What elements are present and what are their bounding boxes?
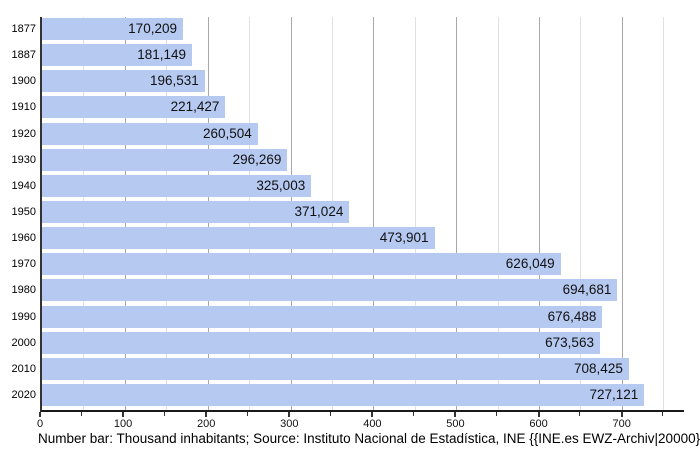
bar-value-label: 260,504 <box>202 125 252 141</box>
minor-tick-mark <box>329 412 331 416</box>
bar-row: 1920 260,504 <box>12 122 684 145</box>
bar-row: 2020 727,121 <box>12 383 684 406</box>
bar-row: 1877 170,209 <box>12 18 684 40</box>
bar-value-label: 626,049 <box>505 256 555 272</box>
bar-value-label: 727,121 <box>589 386 639 402</box>
bar: 296,269 <box>42 148 288 171</box>
major-tick-mark <box>537 412 540 417</box>
y-axis-label: 2000 <box>11 336 36 349</box>
major-gridline <box>621 17 623 410</box>
bar-row: 1960 473,901 <box>12 227 684 250</box>
y-axis-label: 1980 <box>11 284 36 297</box>
bar-value-label: 694,681 <box>562 282 612 298</box>
minor-gridline <box>580 17 582 410</box>
bar-value-label: 325,003 <box>256 177 306 193</box>
y-axis-label: 1910 <box>11 101 36 114</box>
minor-gridline <box>663 17 665 410</box>
bar-value-label: 371,024 <box>294 203 344 219</box>
bar: 196,531 <box>42 70 205 93</box>
minor-tick-mark <box>80 412 82 416</box>
major-gridline <box>456 17 458 410</box>
bar-value-label: 196,531 <box>149 73 199 89</box>
bar-row: 1950 371,024 <box>12 200 684 223</box>
minor-tick-mark <box>662 412 664 416</box>
y-axis-label: 1970 <box>11 258 36 271</box>
x-tick-label: 0 <box>36 418 44 430</box>
bar-row: 2010 708,425 <box>12 357 684 380</box>
bar-value-label: 708,425 <box>574 360 623 376</box>
y-axis-label: 1940 <box>11 179 36 192</box>
y-axis-label: 2020 <box>11 388 36 401</box>
major-tick-mark <box>620 412 623 417</box>
bar-row: 1940 325,003 <box>12 174 684 197</box>
plot-area: 1877 170,209 1887 181,149 1900 196,531 1910 221… <box>12 17 684 412</box>
bar-value-label: 181,149 <box>137 47 187 63</box>
x-tick-label: 300 <box>280 418 299 430</box>
major-tick-mark <box>122 412 125 417</box>
bar-row: 2000 673,563 <box>12 331 684 354</box>
bar: 181,149 <box>42 44 193 67</box>
bar: 260,504 <box>42 122 258 145</box>
y-axis-label: 2010 <box>11 362 36 375</box>
bar-value-label: 676,488 <box>547 308 597 324</box>
bar-row: 1887 181,149 <box>12 44 684 67</box>
minor-tick-mark <box>496 412 498 416</box>
minor-gridline <box>497 17 499 410</box>
bar: 170,209 <box>42 18 183 40</box>
chart-caption: Number bar: Thousand inhabitants; Source… <box>38 431 700 446</box>
major-gridline <box>373 17 375 410</box>
bar: 371,024 <box>42 200 350 223</box>
major-tick-mark <box>205 412 208 417</box>
y-axis-label: 1920 <box>11 127 36 140</box>
bar: 727,121 <box>42 383 645 406</box>
bar-row: 1930 296,269 <box>12 148 684 171</box>
x-axis: 0 100 200 300 400 500 600 700 <box>36 412 684 434</box>
bar: 325,003 <box>42 174 312 197</box>
bar-row: 1970 626,049 <box>12 253 684 276</box>
x-tick-label: 400 <box>363 418 382 430</box>
bar-value-label: 296,269 <box>232 151 282 167</box>
major-tick-mark <box>454 412 457 417</box>
bar-value-label: 221,427 <box>170 99 220 115</box>
bar: 626,049 <box>42 253 561 276</box>
minor-tick-mark <box>246 412 248 416</box>
x-tick-label: 200 <box>197 418 216 430</box>
bar: 694,681 <box>42 279 618 302</box>
major-tick-mark <box>288 412 291 417</box>
bar: 708,425 <box>42 357 629 380</box>
bar: 673,563 <box>42 331 600 354</box>
y-axis-label: 1877 <box>11 23 36 35</box>
x-tick-label: 100 <box>113 418 133 430</box>
bars-container: 1877 170,209 1887 181,149 1900 196,531 1910 221… <box>12 17 684 410</box>
bar-row: 1980 694,681 <box>12 279 684 302</box>
minor-tick-mark <box>579 412 581 416</box>
x-tick-label: 700 <box>612 418 631 430</box>
minor-tick-mark <box>412 412 414 416</box>
minor-tick-mark <box>163 412 165 416</box>
y-axis-label: 1887 <box>11 49 36 62</box>
bar-row: 1990 676,488 <box>12 305 684 328</box>
bar-value-label: 473,901 <box>379 230 429 246</box>
x-tick-label: 600 <box>529 418 548 430</box>
bar: 473,901 <box>42 227 435 250</box>
major-tick-mark <box>39 412 41 417</box>
y-axis-label: 1900 <box>11 75 36 88</box>
bar-value-label: 170,209 <box>128 21 177 36</box>
bar-row: 1900 196,531 <box>12 70 684 93</box>
y-axis-label: 1950 <box>11 205 36 218</box>
major-gridline <box>539 17 541 410</box>
bar-value-label: 673,563 <box>545 334 594 350</box>
minor-gridline <box>414 17 416 410</box>
y-axis-label: 1960 <box>11 232 36 245</box>
bar-row: 1910 221,427 <box>12 96 684 119</box>
major-tick-mark <box>371 412 374 417</box>
x-tick-label: 500 <box>446 418 465 430</box>
bar: 221,427 <box>42 96 226 119</box>
y-axis-label: 1930 <box>11 153 36 166</box>
y-axis-label: 1990 <box>11 310 36 323</box>
bar: 676,488 <box>42 305 603 328</box>
